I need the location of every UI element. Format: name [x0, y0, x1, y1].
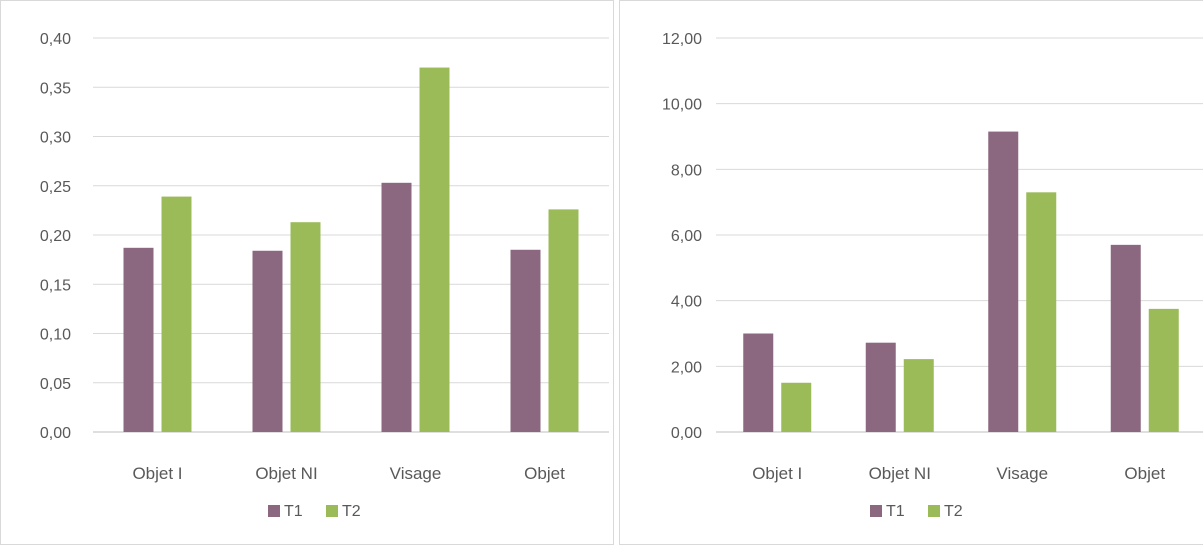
- chart-left: 0,00 0,05 0,10 0,15 0,20 0,25 0,30 0,35 0,40 Obje…: [0, 0, 614, 545]
- y-tick-label: 0,00: [671, 425, 702, 442]
- y-tick-label: 4,00: [671, 294, 702, 311]
- bar-t1-visage: [988, 131, 1019, 432]
- category-label: Objet: [524, 464, 565, 483]
- bar-t2-objet-i: [161, 196, 192, 432]
- bar-t1-visage: [381, 182, 412, 432]
- bar-t1-objet-ni: [865, 342, 896, 432]
- legend-label-t2: T2: [342, 503, 361, 520]
- y-tick-label: 0,25: [40, 179, 71, 196]
- y-tick-label: 0,05: [40, 376, 71, 393]
- y-tick-label: 0,10: [40, 327, 71, 344]
- bar-t1-objet-i: [743, 333, 774, 432]
- bar-t2-objet: [1148, 308, 1179, 432]
- y-tick-label: 0,00: [40, 425, 71, 442]
- bar-t1-objet: [1110, 244, 1141, 432]
- y-tick-label: 8,00: [671, 162, 702, 179]
- category-label: Visage: [390, 464, 442, 483]
- legend-swatch-t2: [928, 505, 940, 517]
- y-tick-label: 0,30: [40, 130, 71, 147]
- chart-right: 0,00 2,00 4,00 6,00 8,00 10,00 12,00 Objet I Obj…: [619, 0, 1203, 545]
- bar-t2-objet-ni: [290, 222, 321, 432]
- category-label: Visage: [996, 464, 1048, 483]
- legend-swatch-t1: [268, 505, 280, 517]
- y-tick-label: 6,00: [671, 228, 702, 245]
- legend-swatch-t1: [870, 505, 882, 517]
- bar-t1-objet-i: [123, 247, 154, 432]
- bar-t1-objet-ni: [252, 250, 283, 432]
- legend-label-t1: T1: [284, 503, 303, 520]
- bar-t2-objet-ni: [903, 359, 934, 432]
- category-label: Objet NI: [255, 464, 317, 483]
- legend-label-t1: T1: [886, 503, 905, 520]
- y-tick-label: 0,20: [40, 228, 71, 245]
- y-tick-label: 0,40: [40, 31, 71, 48]
- y-tick-label: 10,00: [662, 97, 702, 114]
- bar-t2-objet-i: [781, 382, 812, 432]
- y-tick-label: 12,00: [662, 31, 702, 48]
- chart-left-svg: 0,00 0,05 0,10 0,15 0,20 0,25 0,30 0,35 0,40 Obje…: [40, 31, 609, 520]
- y-tick-label: 0,15: [40, 277, 71, 294]
- category-label: Objet I: [132, 464, 182, 483]
- y-tick-label: 2,00: [671, 359, 702, 376]
- y-tick-label: 0,35: [40, 80, 71, 97]
- bar-t2-visage: [1026, 192, 1057, 432]
- category-label: Objet: [1124, 464, 1165, 483]
- legend-label-t2: T2: [944, 503, 963, 520]
- category-label: Objet I: [752, 464, 802, 483]
- bar-t1-objet: [510, 249, 541, 432]
- bar-t2-visage: [419, 67, 450, 433]
- category-label: Objet NI: [869, 464, 931, 483]
- legend-swatch-t2: [326, 505, 338, 517]
- bar-t2-objet: [548, 209, 579, 432]
- chart-right-svg: 0,00 2,00 4,00 6,00 8,00 10,00 12,00 Objet I Obj…: [662, 31, 1203, 520]
